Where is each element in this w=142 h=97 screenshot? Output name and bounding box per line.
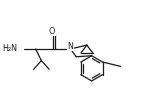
Text: O: O — [49, 27, 55, 36]
Text: N: N — [67, 42, 73, 51]
Text: H₂N: H₂N — [2, 45, 17, 53]
